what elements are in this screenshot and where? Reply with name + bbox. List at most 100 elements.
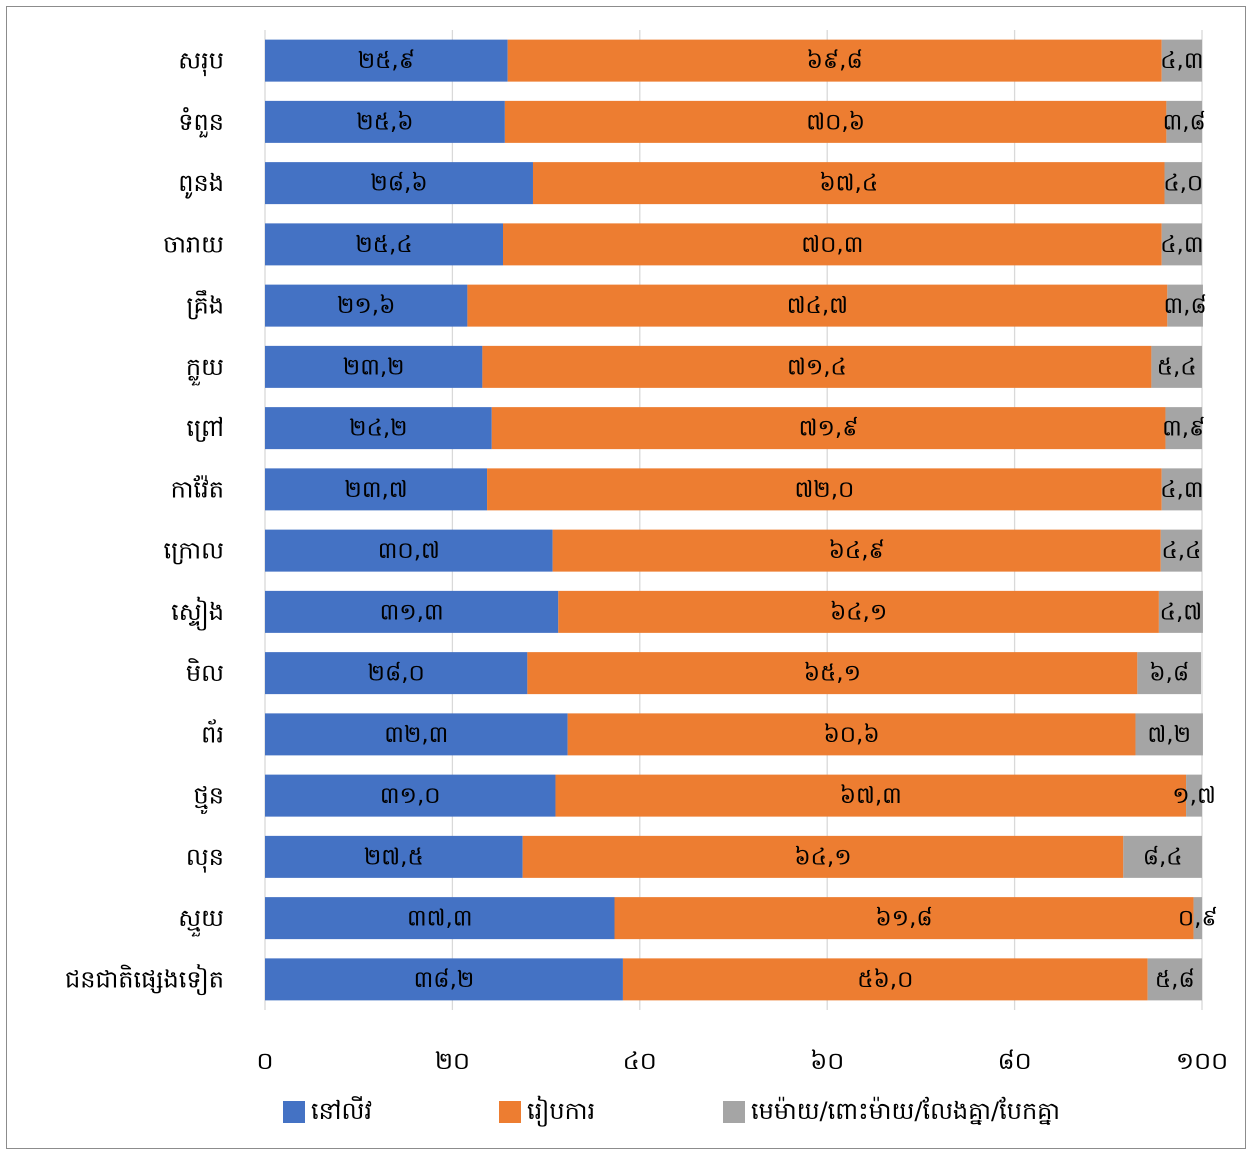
bar-series2-cat10 <box>1137 652 1202 695</box>
data-label-series0-cat6: ២៤,២ <box>349 416 407 442</box>
data-label-series0-cat12: ៣១,០ <box>380 783 441 809</box>
data-label-series1-cat9: ៦៤,១ <box>830 599 887 625</box>
bar-series1-cat6 <box>491 407 1166 450</box>
bar-series1-cat4 <box>467 284 1168 327</box>
bar-series1-cat5 <box>482 345 1152 388</box>
bar-series2-cat5 <box>1151 345 1202 388</box>
bar-series0-cat13 <box>265 835 523 878</box>
bar-series0-cat11 <box>265 713 568 756</box>
legend-swatch-2 <box>723 1101 745 1123</box>
data-label-series1-cat12: ៦៧,៣ <box>840 783 902 809</box>
x-axis-tick-labels: ០ ២០ ៤០ ៦០ ៨០ ១០០ <box>257 1047 1229 1075</box>
x-tick-label-5: ១០០ <box>1176 1047 1228 1075</box>
data-label-series0-cat7: ២៣,៧ <box>344 477 407 503</box>
bar-series0-cat15 <box>265 958 623 1001</box>
data-label-series0-cat5: ២៣,២ <box>343 354 405 380</box>
bar-series0-cat9 <box>265 590 559 633</box>
category-labels: សរុបទំពួនពូនងចារាយគ្រឹងក្លួយព្រៅកាវ៉ែតក្… <box>65 47 224 996</box>
data-label-series2-cat10: ៦,៨ <box>1149 661 1189 687</box>
data-label-series2-cat0: ៤,៣ <box>1160 48 1203 74</box>
legend-swatch-0 <box>283 1101 305 1123</box>
bar-series1-cat15 <box>622 958 1148 1001</box>
data-label-series0-cat8: ៣០,៧ <box>378 538 440 564</box>
category-label-10: មិល <box>186 658 224 687</box>
bar-series1-cat14 <box>614 897 1194 940</box>
data-label-series0-cat2: ២៨,៦ <box>370 171 427 197</box>
data-label-series1-cat2: ៦៧,៤ <box>819 171 878 197</box>
data-label-series0-cat14: ៣៧,៣ <box>407 906 473 932</box>
legend: នៅលីវ រៀបការ មេម៉ាយ/ពោះម៉ាយ/លែងគ្នា/បែកគ្ន… <box>283 1095 1060 1127</box>
bars <box>265 39 1203 1001</box>
data-label-series2-cat1: ៣,៨ <box>1163 109 1206 135</box>
bar-series2-cat8 <box>1160 529 1202 572</box>
data-label-series0-cat13: ២៧,៥ <box>364 844 424 870</box>
category-label-5: ក្លួយ <box>186 353 224 386</box>
data-label-series1-cat10: ៦៥,១ <box>804 661 861 687</box>
bar-series2-cat1 <box>1166 100 1202 143</box>
bar-series0-cat12 <box>265 774 556 817</box>
data-label-series2-cat13: ៨,៤ <box>1143 844 1183 870</box>
bar-series2-cat11 <box>1135 713 1203 756</box>
data-label-series2-cat8: ៤,៤ <box>1161 538 1201 564</box>
bar-series0-cat0 <box>265 39 508 82</box>
category-label-0: សរុប <box>178 47 224 77</box>
legend-swatch-1 <box>499 1101 521 1123</box>
category-label-13: លុន <box>186 843 224 873</box>
data-label-series0-cat1: ២៥,៦ <box>356 109 413 135</box>
x-tick-label-1: ២០ <box>435 1047 470 1075</box>
data-labels: ២៥,៩ ៦៩,៨ ៤,៣២៥,៦ ៧០,៦ ៣,៨២៨,៦ ៦៧,៤ ៤,០២៥,៤ ៧០,… <box>337 48 1218 993</box>
data-label-series0-cat3: ២៥,៤ <box>355 232 412 258</box>
bar-series1-cat0 <box>507 39 1162 82</box>
x-tick-label-2: ៤០ <box>623 1047 657 1075</box>
bar-series0-cat6 <box>265 407 492 450</box>
category-label-4: គ្រឹង <box>186 290 224 320</box>
bar-series1-cat2 <box>532 162 1165 205</box>
data-label-series1-cat15: ៥៦,០ <box>857 967 913 993</box>
data-label-series2-cat5: ៥,៤ <box>1157 354 1197 380</box>
bar-series0-cat2 <box>265 162 533 205</box>
bar-series0-cat14 <box>265 897 615 940</box>
bar-series0-cat7 <box>265 468 488 511</box>
data-label-series1-cat14: ៦១,៨ <box>875 906 932 932</box>
data-label-series1-cat3: ៧០,៣ <box>801 232 863 258</box>
x-tick-label-0: ០ <box>257 1047 274 1075</box>
bar-series2-cat15 <box>1147 958 1202 1001</box>
bar-series1-cat8 <box>552 529 1161 572</box>
data-label-series2-cat3: ៤,៣ <box>1160 232 1203 258</box>
data-label-series1-cat0: ៦៩,៨ <box>807 48 863 74</box>
bar-series0-cat10 <box>265 652 528 695</box>
bar-series2-cat12 <box>1186 774 1202 817</box>
data-label-series1-cat8: ៦៤,៩ <box>829 538 885 564</box>
category-label-15: ជនជាតិផ្សេងទៀត <box>65 963 224 995</box>
bar-series1-cat3 <box>502 223 1162 266</box>
data-label-series0-cat15: ៣៨,២ <box>414 967 475 993</box>
data-label-series2-cat9: ៤,៧ <box>1160 599 1202 625</box>
data-label-series1-cat1: ៧០,៦ <box>806 109 865 135</box>
bar-series0-cat5 <box>265 345 483 388</box>
data-label-series2-cat15: ៥,៨ <box>1155 967 1195 993</box>
x-tick-label-4: ៨០ <box>998 1047 1032 1075</box>
category-label-8: ក្រោល <box>164 537 224 565</box>
bar-series2-cat4 <box>1167 284 1203 327</box>
data-label-series1-cat6: ៧១,៩ <box>799 416 859 442</box>
bar-series2-cat9 <box>1158 590 1203 633</box>
category-label-6: ព្រៅ <box>186 414 224 442</box>
category-label-11: ព័រ <box>201 718 224 748</box>
category-label-1: ទំពួន <box>178 107 224 138</box>
bar-series1-cat10 <box>527 652 1138 695</box>
data-label-series2-cat14: ០,៩ <box>1178 906 1218 932</box>
data-label-series0-cat11: ៣២,៣ <box>384 722 448 748</box>
data-label-series0-cat10: ២៨,០ <box>368 661 425 687</box>
data-label-series2-cat12: ១,៧ <box>1172 783 1216 809</box>
bar-series0-cat1 <box>265 100 505 143</box>
legend-label-0: នៅលីវ <box>311 1096 372 1125</box>
legend-label-1: រៀបការ <box>527 1095 595 1127</box>
data-label-series1-cat13: ៦៤,១ <box>794 844 851 870</box>
category-label-3: ចារាយ <box>163 230 224 258</box>
category-label-2: ពូនង <box>178 169 224 199</box>
bar-series0-cat8 <box>265 529 553 572</box>
bar-series1-cat1 <box>504 100 1167 143</box>
data-label-series2-cat4: ៣,៨ <box>1164 293 1207 319</box>
category-label-7: កាវ៉ែត <box>171 474 224 503</box>
